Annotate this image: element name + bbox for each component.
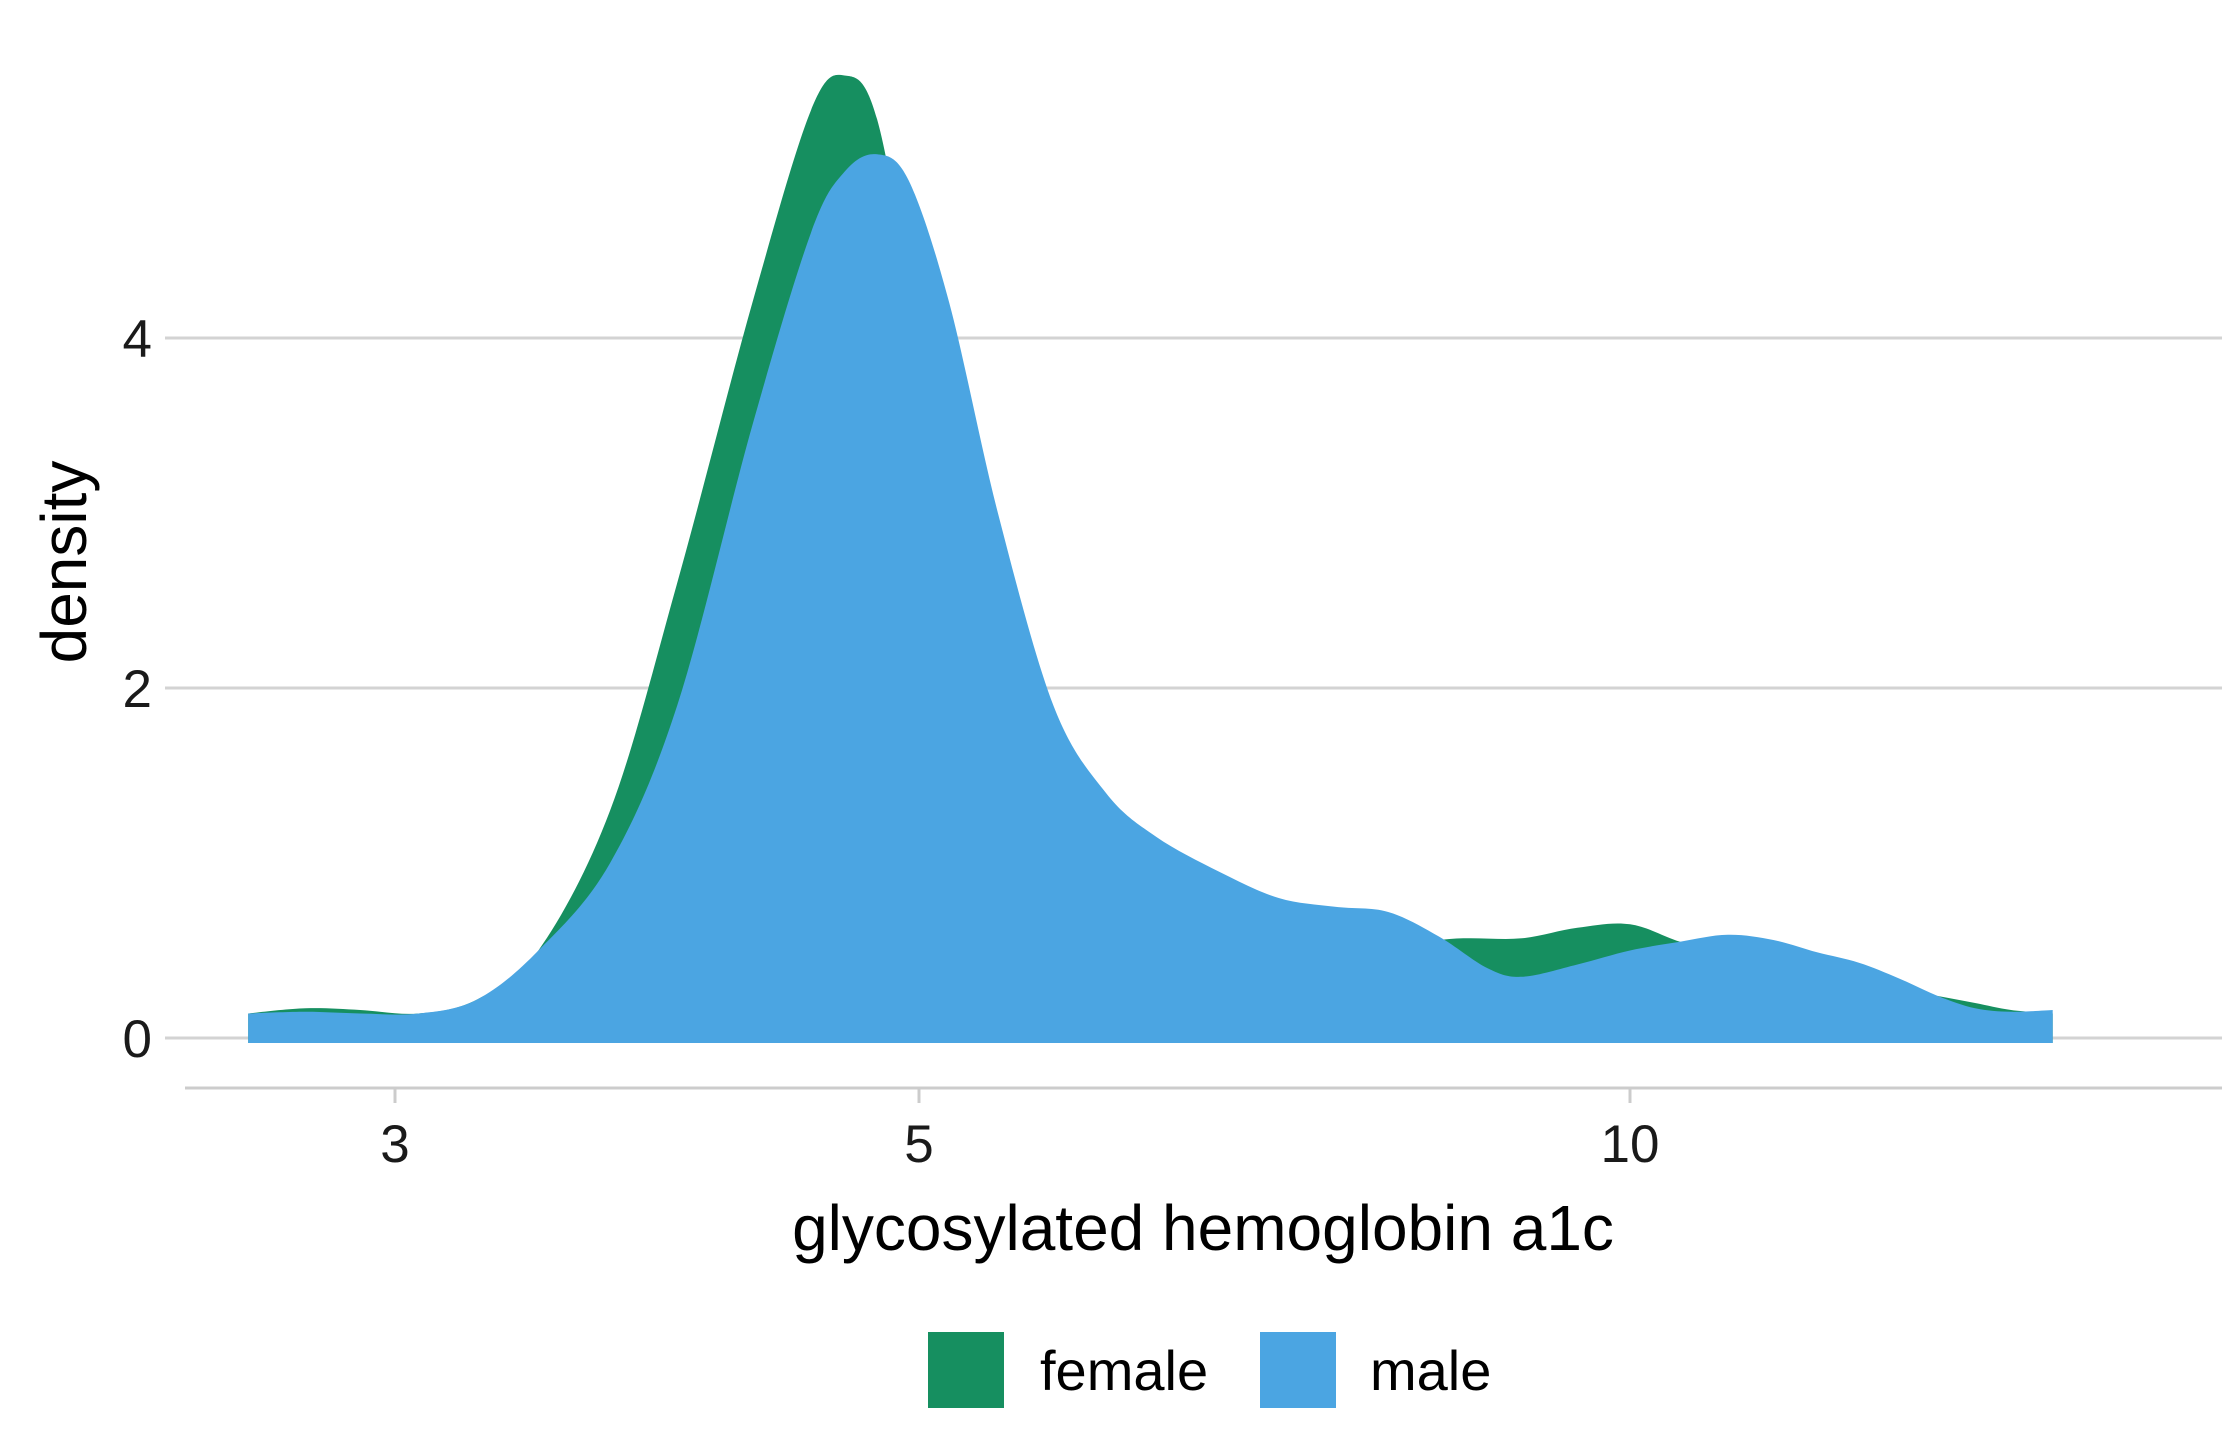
y-tick-label: 2	[123, 660, 152, 719]
x-axis-title: glycosylated hemoglobin a1c	[792, 1192, 1614, 1264]
density-areas	[248, 74, 2053, 1043]
x-tick-label: 3	[380, 1115, 409, 1174]
x-axis-ticks: 3 5 10	[380, 1088, 1659, 1174]
y-tick-label: 0	[123, 1010, 152, 1069]
legend-swatch-male	[1260, 1332, 1336, 1408]
x-tick-label: 5	[904, 1115, 933, 1174]
legend: female male	[928, 1332, 1491, 1408]
density-area-male	[248, 154, 2053, 1043]
legend-label-male: male	[1370, 1339, 1491, 1402]
y-tick-label: 4	[123, 310, 152, 369]
x-tick-label: 10	[1601, 1115, 1660, 1174]
y-axis-ticks: 0 2 4	[123, 310, 152, 1069]
legend-label-female: female	[1040, 1339, 1208, 1402]
y-axis-title: density	[28, 461, 100, 664]
legend-swatch-female	[928, 1332, 1004, 1408]
